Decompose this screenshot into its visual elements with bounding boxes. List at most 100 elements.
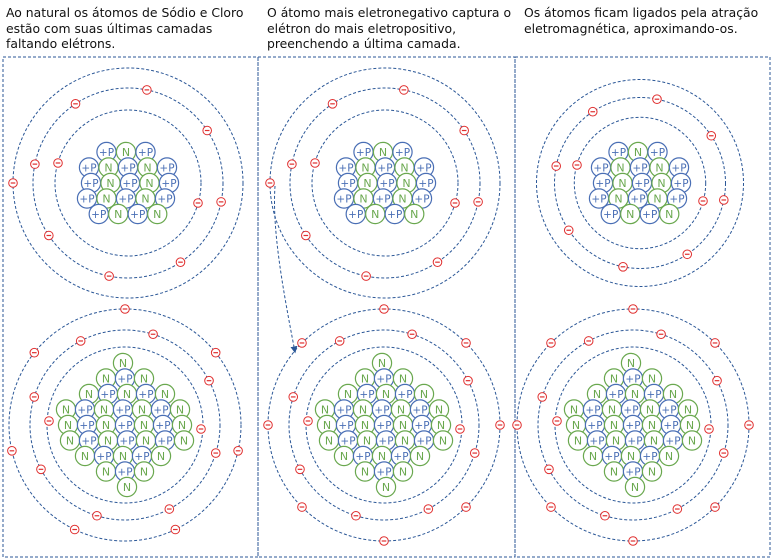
proton: +P [333, 399, 355, 420]
svg-text:N: N [140, 419, 148, 432]
svg-text:N: N [399, 419, 407, 432]
proton: +P [384, 203, 405, 225]
svg-text:+P: +P [130, 209, 145, 221]
proton: +P [666, 188, 688, 209]
electron [698, 196, 708, 206]
svg-text:+P: +P [630, 194, 645, 206]
svg-text:N: N [123, 388, 131, 401]
neutron: N [173, 430, 195, 451]
electron [718, 448, 729, 458]
svg-text:N: N [631, 388, 639, 401]
electron [706, 130, 717, 141]
svg-text:N: N [400, 162, 408, 175]
electron [495, 420, 505, 430]
svg-text:N: N [439, 435, 447, 448]
neutron: N [662, 383, 684, 405]
electron [288, 392, 299, 402]
electron [303, 416, 313, 426]
neutron: N [392, 461, 414, 482]
svg-text:+P: +P [138, 147, 153, 159]
svg-text:N: N [382, 481, 390, 494]
proton: +P [131, 445, 153, 467]
electron [544, 464, 554, 475]
svg-text:N: N [104, 162, 112, 175]
svg-text:N: N [344, 388, 352, 401]
svg-text:N: N [650, 435, 658, 448]
electron [710, 502, 720, 512]
neutron: N [681, 430, 703, 451]
electron [8, 178, 18, 188]
svg-text:N: N [398, 193, 406, 206]
svg-text:+P: +P [79, 420, 94, 432]
svg-text:N: N [657, 177, 665, 190]
proton: +P [76, 414, 98, 436]
svg-text:+P: +P [587, 420, 602, 432]
svg-text:N: N [382, 388, 390, 401]
svg-text:N: N [363, 177, 371, 190]
proton: +P [337, 430, 359, 451]
electron [120, 304, 130, 314]
svg-text:+P: +P [623, 405, 638, 417]
neutron: N [582, 445, 604, 467]
proton: +P [152, 414, 174, 436]
panel-3-frame [514, 56, 771, 558]
proton: +P [335, 414, 357, 436]
svg-text:N: N [686, 419, 694, 432]
svg-text:+P: +P [393, 451, 408, 463]
svg-text:N: N [102, 466, 110, 479]
svg-text:+P: +P [585, 405, 600, 417]
electron [75, 336, 86, 346]
electron [297, 502, 307, 512]
proton: +P [660, 414, 682, 436]
proton: +P [154, 188, 176, 209]
svg-text:N: N [610, 419, 618, 432]
svg-text:+P: +P [157, 436, 172, 448]
electron [310, 158, 320, 168]
proton: +P [600, 203, 621, 225]
svg-text:N: N [140, 466, 148, 479]
proton: +P [116, 430, 138, 451]
proton: +P [119, 172, 141, 194]
svg-text:N: N [359, 193, 367, 206]
electron [7, 446, 17, 456]
svg-text:+P: +P [376, 420, 391, 432]
electron [69, 524, 80, 535]
svg-text:N: N [359, 404, 367, 417]
electron [29, 392, 40, 402]
svg-text:N: N [64, 419, 72, 432]
svg-text:+P: +P [671, 163, 686, 175]
svg-text:N: N [634, 146, 642, 159]
svg-text:+P: +P [608, 389, 623, 401]
neutron: N [624, 476, 646, 498]
electron [44, 230, 54, 241]
panel-1-caption: Ao natural os átomos de Sódio e Cloro es… [6, 5, 244, 51]
neutron: N [603, 461, 625, 482]
svg-text:+P: +P [387, 209, 402, 221]
svg-text:+P: +P [650, 147, 665, 159]
electron [327, 99, 338, 109]
svg-text:N: N [106, 177, 114, 190]
proton: +P [127, 203, 148, 225]
electron [744, 420, 754, 430]
svg-text:+P: +P [627, 436, 642, 448]
chlorine-shell-2 [29, 329, 221, 521]
svg-text:+P: +P [117, 467, 132, 479]
svg-text:+P: +P [376, 467, 391, 479]
electron [600, 510, 610, 521]
neutron: N [375, 476, 397, 498]
svg-text:N: N [627, 450, 635, 463]
electron [142, 85, 152, 95]
svg-text:+P: +P [669, 194, 684, 206]
svg-text:N: N [665, 208, 673, 221]
svg-text:+P: +P [376, 374, 391, 386]
proton: +P [76, 188, 98, 209]
proton: +P [670, 172, 692, 194]
svg-text:N: N [140, 373, 148, 386]
svg-text:N: N [402, 177, 410, 190]
svg-text:+P: +P [397, 389, 412, 401]
svg-text:N: N [371, 208, 379, 221]
neutron: N [620, 203, 641, 225]
svg-text:+P: +P [663, 420, 678, 432]
svg-text:+P: +P [625, 420, 640, 432]
